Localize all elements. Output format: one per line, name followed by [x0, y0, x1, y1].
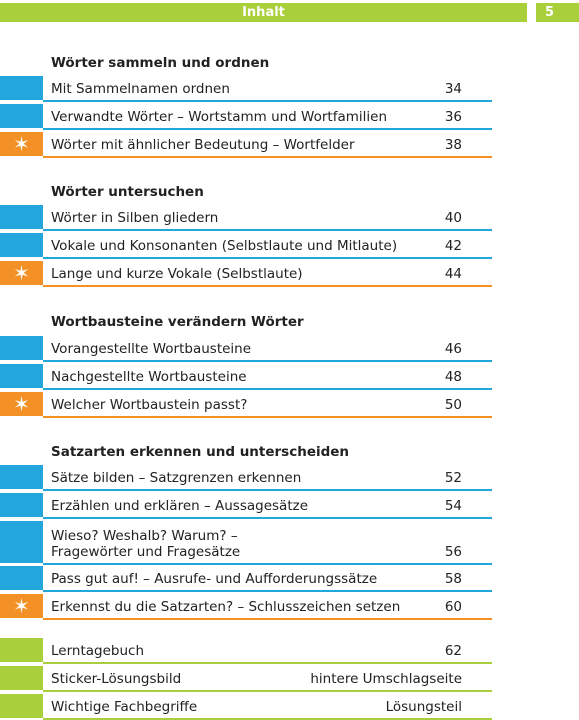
toc-entry[interactable]: Wörter in Silben gliedern 40 [0, 205, 492, 231]
appendix-entry[interactable]: Wichtige Fachbegriffe Lösungsteil [0, 694, 492, 720]
entry-label: Erzählen und erklären – Aussagesätze [51, 498, 309, 514]
entry-marker [0, 364, 43, 388]
section-title: Satzarten erkennen und unterscheiden [51, 444, 350, 460]
entry-label: Mit Sammelnamen ordnen [51, 81, 230, 97]
entry-marker [0, 205, 43, 229]
entry-rule [43, 618, 492, 620]
star-icon: ✶ [13, 132, 30, 156]
entry-rule [43, 563, 492, 565]
entry-page: 42 [444, 238, 462, 254]
entry-label: Sticker-Lösungsbild [51, 671, 182, 687]
entry-label: Vokale und Konsonanten (Selbstlaute und … [51, 238, 398, 254]
toc-entry[interactable]: ✶ Lange und kurze Vokale (Selbstlaute) 4… [0, 261, 492, 287]
entry-rule [43, 662, 492, 664]
toc-entry[interactable]: Erzählen und erklären – Aussagesätze 54 [0, 493, 492, 519]
entry-rule [43, 590, 492, 592]
entry-label: Verwandte Wörter – Wortstamm und Wortfam… [51, 109, 387, 125]
entry-label: Wörter mit ähnlicher Bedeutung – Wortfel… [51, 137, 355, 153]
entry-rule [43, 690, 492, 692]
section-title: Wörter sammeln und ordnen [51, 55, 270, 71]
entry-marker [0, 638, 43, 662]
toc-entry[interactable]: Vorangestellte Wortbausteine 46 [0, 336, 492, 362]
toc-entry[interactable]: Sätze bilden – Satzgrenzen erkennen 52 [0, 465, 492, 491]
entry-page: hintere Umschlagseite [310, 671, 462, 687]
entry-rule [43, 718, 492, 720]
entry-marker [0, 694, 43, 718]
entry-rule [43, 388, 492, 390]
entry-marker: ✶ [0, 594, 43, 618]
star-icon: ✶ [13, 594, 30, 618]
toc-entry[interactable]: Mit Sammelnamen ordnen 34 [0, 76, 492, 102]
entry-label: Lerntagebuch [51, 643, 145, 659]
entry-marker: ✶ [0, 261, 43, 285]
entry-label-line2: Fragewörter und Fragesätze [51, 544, 241, 560]
entry-page: 48 [444, 369, 462, 385]
entry-rule [43, 489, 492, 491]
entry-rule [43, 416, 492, 418]
toc-entry[interactable]: Verwandte Wörter – Wortstamm und Wortfam… [0, 104, 492, 130]
entry-marker: ✶ [0, 392, 43, 416]
entry-page: 56 [444, 544, 462, 560]
entry-page: 62 [444, 643, 462, 659]
entry-label: Wichtige Fachbegriffe [51, 699, 198, 715]
entry-marker [0, 336, 43, 360]
entry-rule [43, 229, 492, 231]
entry-label-line1: Wieso? Weshalb? Warum? – [51, 528, 238, 544]
entry-rule [43, 128, 492, 130]
entry-marker [0, 465, 43, 489]
entry-rule [43, 257, 492, 259]
toc-entry[interactable]: Nachgestellte Wortbausteine 48 [0, 364, 492, 390]
entry-page: 36 [444, 109, 462, 125]
toc-entry[interactable]: Wieso? Weshalb? Warum? – Fragewörter und… [0, 521, 492, 565]
star-icon: ✶ [13, 392, 30, 416]
entry-label: Erkennst du die Satzarten? – Schlusszeic… [51, 599, 401, 615]
entry-page: 52 [444, 470, 462, 486]
entry-label: Lange und kurze Vokale (Selbstlaute) [51, 266, 303, 282]
section-title: Wörter untersuchen [51, 184, 204, 200]
entry-marker [0, 233, 43, 257]
entry-page: 50 [444, 397, 462, 413]
toc-entry[interactable]: Pass gut auf! – Ausrufe- und Aufforderun… [0, 566, 492, 592]
toc-entry[interactable]: ✶ Welcher Wortbaustein passt? 50 [0, 392, 492, 418]
entry-label: Pass gut auf! – Ausrufe- und Aufforderun… [51, 571, 378, 587]
entry-rule [43, 517, 492, 519]
entry-marker [0, 521, 43, 563]
entry-label: Vorangestellte Wortbausteine [51, 341, 252, 357]
appendix-entry[interactable]: Sticker-Lösungsbild hintere Umschlagseit… [0, 666, 492, 692]
entry-rule [43, 285, 492, 287]
entry-page: 38 [444, 137, 462, 153]
entry-marker [0, 566, 43, 590]
page-number-box: 5 [536, 3, 579, 22]
entry-marker: ✶ [0, 132, 43, 156]
header-title: Inhalt [242, 5, 285, 20]
appendix-entry[interactable]: Lerntagebuch 62 [0, 638, 492, 664]
entry-page: 60 [444, 599, 462, 615]
entry-label: Welcher Wortbaustein passt? [51, 397, 248, 413]
entry-label: Sätze bilden – Satzgrenzen erkennen [51, 470, 302, 486]
entry-page: 54 [444, 498, 462, 514]
header-bar: Inhalt [0, 3, 527, 22]
entry-marker [0, 493, 43, 517]
page-number: 5 [545, 5, 555, 20]
toc-entry[interactable]: ✶ Wörter mit ähnlicher Bedeutung – Wortf… [0, 132, 492, 158]
entry-page: 44 [444, 266, 462, 282]
entry-rule [43, 156, 492, 158]
star-icon: ✶ [13, 261, 30, 285]
entry-page: Lösungsteil [385, 699, 462, 715]
entry-rule [43, 360, 492, 362]
entry-marker [0, 666, 43, 690]
entry-marker [0, 76, 43, 100]
entry-marker [0, 104, 43, 128]
toc-entry[interactable]: Vokale und Konsonanten (Selbstlaute und … [0, 233, 492, 259]
entry-label: Nachgestellte Wortbausteine [51, 369, 247, 385]
entry-rule [43, 100, 492, 102]
entry-page: 40 [444, 210, 462, 226]
toc-entry[interactable]: ✶ Erkennst du die Satzarten? – Schlussze… [0, 594, 492, 620]
entry-label: Wörter in Silben gliedern [51, 210, 219, 226]
entry-page: 58 [444, 571, 462, 587]
entry-page: 34 [444, 81, 462, 97]
section-title: Wortbausteine verändern Wörter [51, 314, 304, 330]
entry-page: 46 [444, 341, 462, 357]
